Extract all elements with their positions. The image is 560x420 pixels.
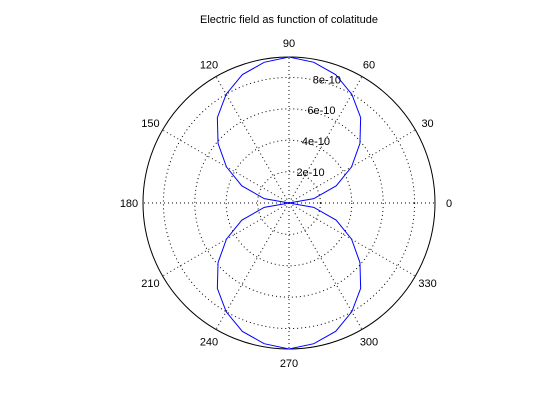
radial-tick-label: 2e-10 xyxy=(296,167,324,179)
polar-grid-spoke xyxy=(215,76,290,204)
angle-tick-label: 330 xyxy=(418,278,436,290)
angle-tick-label: 300 xyxy=(360,337,378,349)
polar-grid-circle xyxy=(225,139,353,267)
angle-tick-label: 60 xyxy=(363,59,375,71)
angle-tick-label: 210 xyxy=(141,278,159,290)
angle-tick-label: 0 xyxy=(446,198,452,210)
polar-grid-spoke xyxy=(162,129,290,204)
angle-tick-label: 90 xyxy=(283,38,295,50)
tick-labels: 0 30 60 90 120 150 180 210 240 270 300 330 2e-10 4e-1… xyxy=(120,38,452,370)
angle-tick-label: 240 xyxy=(200,337,218,349)
polar-grid-spoke xyxy=(288,76,363,204)
angle-tick-label: 30 xyxy=(421,118,433,130)
angle-tick-label: 180 xyxy=(120,198,138,210)
radial-tick-label: 8e-10 xyxy=(313,74,341,86)
series-layer xyxy=(216,56,362,350)
series-line xyxy=(216,56,362,350)
chart-title: Electric field as function of colatitude xyxy=(200,14,378,26)
radial-tick-label: 6e-10 xyxy=(307,105,335,117)
polar-grid-circle xyxy=(257,171,321,235)
polar-grid-spoke xyxy=(288,202,416,277)
polar-grid-spoke xyxy=(162,202,290,277)
angle-tick-label: 270 xyxy=(280,358,298,370)
polar-grid-spoke xyxy=(288,202,363,330)
angle-tick-label: 150 xyxy=(141,118,159,130)
polar-grid-spoke xyxy=(288,129,416,204)
polar-grid-circle xyxy=(162,76,416,330)
radial-tick-label: 4e-10 xyxy=(302,136,330,148)
polar-grid-circle xyxy=(194,108,384,298)
polar-grid-spoke xyxy=(215,202,290,330)
angle-tick-label: 120 xyxy=(200,59,218,71)
